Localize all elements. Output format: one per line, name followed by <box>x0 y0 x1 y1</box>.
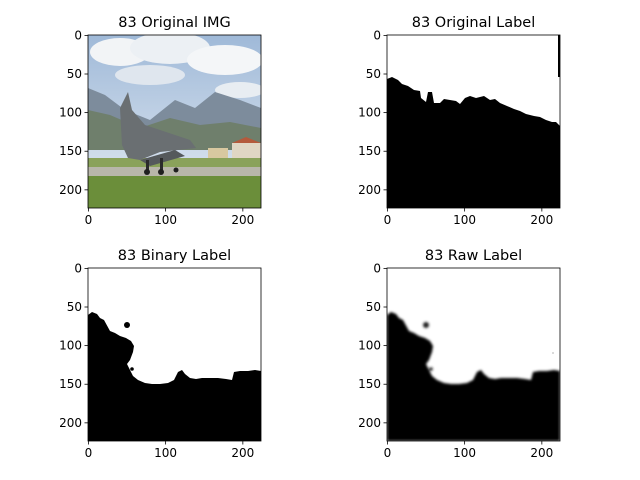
x-tick-label: 100 <box>453 446 476 460</box>
photo-image <box>88 35 261 208</box>
panel-original-label: 83 Original Label <box>387 15 560 208</box>
panel-binary-label: 83 Binary Label <box>88 248 261 441</box>
panel-title: 83 Original IMG <box>118 15 230 31</box>
x-tick-label: 0 <box>85 213 93 227</box>
x-tick-label: 200 <box>231 213 254 227</box>
axes-frame <box>87 34 262 209</box>
x-tick-label: 200 <box>530 446 553 460</box>
y-tick-label: 150 <box>358 144 381 158</box>
axes: 0 100 200 0 50 100 150 200 <box>59 261 262 460</box>
binary-label-mask <box>88 268 261 441</box>
y-tick-label: 200 <box>358 416 381 430</box>
axes: 0 100 200 0 50 100 150 200 <box>59 28 262 227</box>
x-tick-label: 0 <box>384 213 392 227</box>
y-tick-label: 100 <box>59 106 82 120</box>
x-tick-label: 100 <box>453 213 476 227</box>
y-tick-label: 150 <box>358 377 381 391</box>
panel-title: 83 Binary Label <box>118 248 231 264</box>
raw-label-mask <box>387 268 560 441</box>
y-tick-label: 150 <box>59 377 82 391</box>
y-tick-label: 100 <box>358 339 381 353</box>
y-tick-label: 200 <box>358 183 381 197</box>
y-tick-label: 50 <box>366 300 381 314</box>
y-tick-label: 50 <box>67 67 82 81</box>
y-tick-label: 0 <box>373 28 381 42</box>
axes: 0 100 200 0 50 100 150 200 <box>358 261 561 460</box>
y-tick-label: 0 <box>373 261 381 275</box>
y-tick-label: 100 <box>59 339 82 353</box>
y-tick-label: 50 <box>67 300 82 314</box>
axes: 0 100 200 0 50 100 150 200 <box>358 28 561 227</box>
panel-raw-label: 83 Raw Label <box>387 248 560 441</box>
x-tick-label: 100 <box>154 213 177 227</box>
axes-frame <box>386 267 561 442</box>
y-tick-label: 200 <box>59 416 82 430</box>
x-tick-label: 0 <box>85 446 93 460</box>
y-tick-label: 200 <box>59 183 82 197</box>
x-tick-label: 100 <box>154 446 177 460</box>
y-tick-label: 150 <box>59 144 82 158</box>
y-tick-label: 100 <box>358 106 381 120</box>
original-label-mask <box>387 35 560 208</box>
panel-original-img: 83 Original IMG <box>88 15 261 208</box>
axes-frame <box>386 34 561 209</box>
panel-title: 83 Raw Label <box>425 248 522 264</box>
axes-frame <box>87 267 262 442</box>
y-tick-label: 0 <box>74 261 82 275</box>
x-tick-label: 200 <box>231 446 254 460</box>
y-tick-label: 50 <box>366 67 381 81</box>
y-tick-label: 0 <box>74 28 82 42</box>
x-tick-label: 0 <box>384 446 392 460</box>
panel-title: 83 Original Label <box>412 15 536 31</box>
x-tick-label: 200 <box>530 213 553 227</box>
